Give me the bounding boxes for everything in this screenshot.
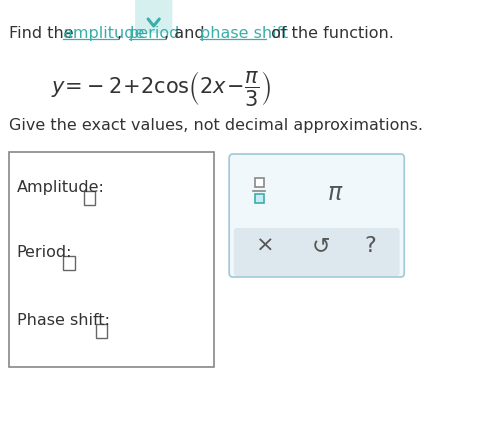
Text: period: period [128,26,180,41]
FancyBboxPatch shape [135,0,172,33]
Text: Period:: Period: [17,245,72,260]
FancyBboxPatch shape [234,228,400,276]
FancyBboxPatch shape [10,152,214,367]
FancyBboxPatch shape [64,256,74,270]
Text: phase shift: phase shift [200,26,288,41]
Text: $y\!=\!-2\!+\!2\cos\!\left(2x\!-\!\dfrac{\pi}{3}\right)$: $y\!=\!-2\!+\!2\cos\!\left(2x\!-\!\dfrac… [51,68,271,108]
Text: ?: ? [365,236,376,256]
FancyBboxPatch shape [255,178,264,187]
Text: amplitude: amplitude [63,26,144,41]
Text: ×: × [256,236,275,256]
Text: Phase shift:: Phase shift: [17,313,110,328]
Text: , and: , and [164,26,210,41]
Text: Amplitude:: Amplitude: [17,180,104,195]
Text: Find the: Find the [10,26,79,41]
Text: of the function.: of the function. [266,26,394,41]
FancyBboxPatch shape [96,324,107,338]
Text: ↺: ↺ [312,236,330,256]
FancyBboxPatch shape [229,154,404,277]
Text: Give the exact values, not decimal approximations.: Give the exact values, not decimal appro… [10,118,424,133]
Text: $\pi$: $\pi$ [327,181,344,205]
FancyBboxPatch shape [84,191,95,205]
FancyBboxPatch shape [255,194,264,203]
Text: ,: , [116,26,127,41]
